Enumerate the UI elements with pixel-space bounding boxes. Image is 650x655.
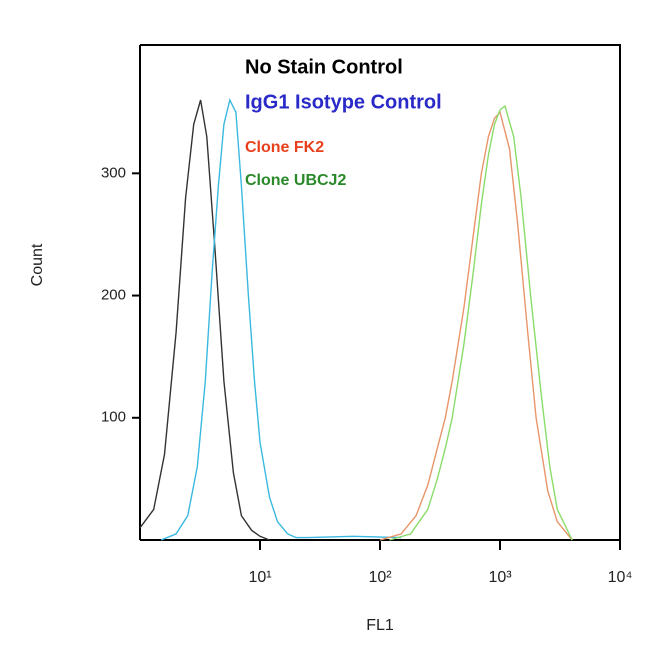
series-line: [139, 99, 270, 541]
legend-entry: Clone UBCJ2: [245, 172, 346, 189]
x-tick-label: 10³: [488, 569, 512, 586]
y-tick-label: 200: [101, 287, 126, 304]
x-tick-label: 10¹: [248, 569, 271, 586]
x-axis-label: FL1: [366, 617, 394, 634]
legend-entry: IgG1 Isotype Control: [245, 91, 442, 113]
series-line: [389, 104, 573, 541]
x-tick-label: 10⁴: [608, 569, 633, 586]
legend-entry: Clone FK2: [245, 139, 324, 156]
series-line: [160, 97, 402, 541]
y-tick-label: 300: [101, 164, 126, 181]
series-line: [379, 110, 573, 541]
x-tick-label: 10²: [368, 569, 392, 586]
y-axis-label: Count: [29, 243, 46, 286]
plot-frame: [140, 44, 621, 540]
legend-entry: No Stain Control: [245, 56, 403, 78]
y-tick-label: 100: [101, 409, 126, 426]
